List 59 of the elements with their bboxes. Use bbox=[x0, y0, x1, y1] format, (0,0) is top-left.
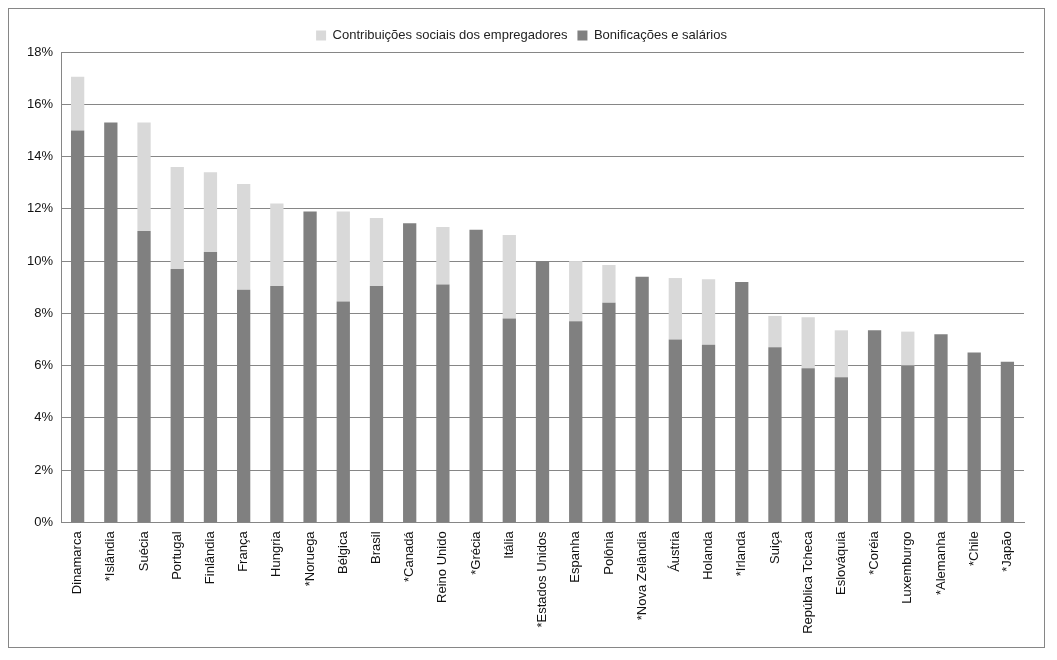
x-tick-label: *Chile bbox=[965, 531, 981, 567]
x-tick-label: Suécia bbox=[135, 530, 151, 572]
bar bbox=[602, 264, 616, 303]
legend-label: Bonificações e salários bbox=[593, 27, 728, 43]
bar bbox=[203, 172, 218, 252]
bar bbox=[336, 211, 350, 302]
x-tick-label: *Alemanha bbox=[932, 530, 948, 595]
y-tick-label: 4% bbox=[34, 409, 54, 425]
x-tick-label: *Noruega bbox=[301, 530, 317, 587]
bar bbox=[834, 330, 849, 378]
bar bbox=[801, 317, 815, 369]
x-tick-label: *Grécia bbox=[467, 530, 483, 575]
y-tick-label: 18% bbox=[26, 43, 54, 59]
y-tick-label: 10% bbox=[26, 252, 54, 268]
y-tick-label: 8% bbox=[34, 304, 54, 320]
bar bbox=[170, 166, 184, 269]
x-tick-label: Bélgica bbox=[334, 530, 350, 575]
x-tick-label: Hungria bbox=[268, 530, 284, 577]
x-tick-label: *Islândia bbox=[102, 530, 118, 582]
y-tick-label: 6% bbox=[34, 357, 54, 373]
x-tick-label: *Coréia bbox=[866, 530, 882, 575]
bar bbox=[137, 122, 151, 232]
x-tick-label: Brasil bbox=[368, 531, 384, 564]
x-tick-label: Luxemburgo bbox=[899, 531, 915, 604]
bar bbox=[569, 261, 583, 322]
x-tick-label: *Irlanda bbox=[733, 530, 749, 577]
bar bbox=[701, 279, 716, 345]
x-tick-label: Finlândia bbox=[202, 530, 218, 585]
x-tick-label: Suiça bbox=[766, 530, 782, 564]
bar bbox=[70, 76, 85, 131]
x-tick-label: República Tcheca bbox=[799, 530, 815, 634]
x-tick-label: *Canadá bbox=[401, 530, 417, 582]
x-tick-label: Espanha bbox=[567, 530, 583, 583]
y-tick-label: 0% bbox=[34, 513, 54, 529]
y-tick-label: 2% bbox=[34, 461, 54, 477]
bar bbox=[668, 278, 682, 340]
bar bbox=[369, 217, 384, 286]
x-tick-label: *Estados Unidos bbox=[534, 530, 550, 628]
bar bbox=[436, 227, 450, 285]
x-tick-label: Itália bbox=[500, 530, 516, 559]
y-tick-label: 16% bbox=[26, 95, 54, 111]
x-tick-label: Holanda bbox=[700, 530, 716, 580]
legend-label: Contribuições sociais dos empregadores bbox=[332, 27, 568, 43]
bar bbox=[901, 331, 915, 366]
x-tick-label: *Japão bbox=[998, 531, 1014, 572]
x-tick-label: Reino Unido bbox=[434, 531, 450, 603]
x-tick-label: Portugal bbox=[168, 531, 184, 580]
bar bbox=[237, 183, 251, 290]
x-tick-label: Polônia bbox=[600, 530, 616, 575]
x-tick-label: Eslováquia bbox=[832, 530, 848, 595]
bar bbox=[270, 203, 284, 286]
bar bbox=[768, 315, 782, 348]
bar bbox=[502, 234, 516, 319]
y-tick-label: 14% bbox=[26, 148, 54, 164]
y-tick-label: 12% bbox=[26, 200, 54, 216]
x-tick-label: França bbox=[235, 530, 251, 572]
x-tick-label: Áustria bbox=[666, 530, 682, 572]
x-tick-label: Dinamarca bbox=[69, 530, 85, 595]
x-tick-label: *Nova Zelândia bbox=[633, 530, 649, 621]
